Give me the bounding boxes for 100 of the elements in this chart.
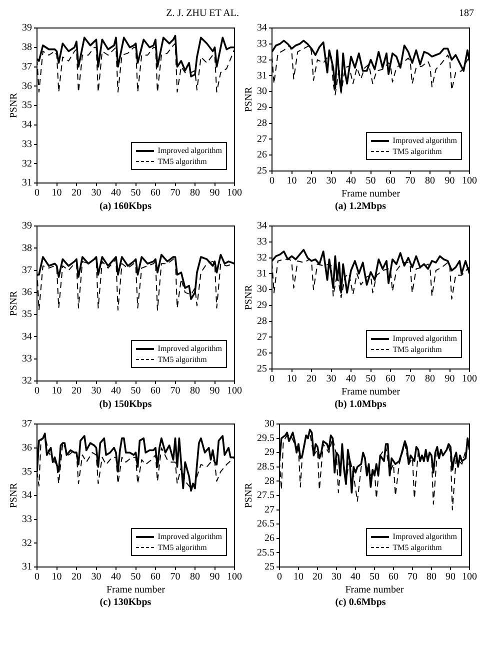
y-tick-label: 34 — [22, 490, 32, 502]
x-tick-label: 40 — [346, 176, 356, 187]
x-tick-label: 80 — [190, 572, 200, 583]
x-tick-label: 90 — [210, 188, 220, 199]
x-tick-label: 60 — [386, 176, 396, 187]
x-tick-label: 30 — [91, 386, 102, 397]
x-tick-label: 40 — [111, 572, 121, 583]
y-tick-label: 38 — [22, 242, 32, 254]
y-axis-title: PSNR — [244, 284, 255, 310]
x-tick-label: 90 — [210, 386, 220, 397]
y-tick-label: 32 — [22, 158, 32, 170]
y-tick-label: 39 — [22, 22, 32, 34]
x-tick-label: 70 — [170, 386, 180, 397]
x-tick-label: 90 — [444, 176, 455, 187]
x-tick-label: 0 — [270, 176, 274, 187]
x-tick-label: 60 — [386, 374, 396, 385]
y-tick-label: 26 — [264, 533, 274, 544]
x-tick-label: 0 — [34, 386, 40, 397]
x-tick-label: 100 — [227, 386, 242, 397]
y-tick-label: 30 — [257, 86, 267, 98]
x-tick-label: 10 — [52, 188, 62, 199]
x-tick-label: 10 — [52, 572, 62, 583]
y-tick-label: 29 — [257, 300, 267, 312]
text: (a) 1.2Mbps — [334, 200, 388, 214]
x-tick-label: 30 — [326, 176, 336, 187]
x-tick-label: 0 — [34, 188, 40, 199]
x-tick-label: 90 — [446, 572, 456, 583]
legend-label: Improved algorithm — [392, 135, 457, 146]
text: 187 — [459, 8, 474, 19]
y-tick-label: 31 — [257, 70, 267, 82]
x-tick-label: 40 — [111, 386, 121, 397]
y-tick-label: 37 — [22, 61, 32, 72]
y-tick-label: 26 — [257, 348, 267, 359]
x-tick-label: 20 — [72, 188, 82, 199]
x-tick-label: 30 — [91, 572, 102, 583]
y-tick-label: 30 — [257, 284, 267, 296]
y-tick-label: 35 — [22, 100, 32, 112]
x-tick-label: 50 — [130, 188, 141, 199]
x-tick-label: 20 — [72, 386, 82, 397]
y-tick-label: 31 — [22, 178, 32, 189]
x-tick-label: 60 — [150, 188, 160, 199]
y-tick-label: 28 — [264, 476, 274, 487]
y-tick-label: 36 — [22, 287, 32, 298]
y-tick-label: 29 — [264, 447, 274, 458]
x-tick-label: 60 — [388, 572, 398, 583]
x-tick-label: 100 — [227, 572, 242, 583]
y-tick-label: 34 — [257, 22, 267, 34]
x-tick-label: 90 — [444, 374, 455, 385]
y-tick-label: 25 — [264, 562, 274, 573]
text: (a) 160Kbps — [98, 200, 152, 214]
y-tick-label: 26.5 — [257, 518, 274, 530]
x-tick-label: 90 — [210, 572, 220, 583]
x-tick-label: 70 — [170, 572, 180, 583]
x-tick-label: 10 — [52, 386, 62, 397]
y-tick-label: 36 — [22, 442, 32, 454]
y-tick-label: 37 — [22, 264, 32, 276]
legend-label: Improved algorithm — [158, 343, 222, 354]
y-tick-label: 37 — [22, 418, 32, 430]
legend-label: TM5 algorithm — [392, 344, 442, 355]
x-tick-label: 30 — [326, 374, 336, 385]
x-tick-label: 40 — [350, 572, 360, 583]
legend-label: TM5 algorithm — [158, 156, 207, 167]
legend-label: TM5 algorithm — [158, 354, 207, 365]
x-axis-title: Frame number — [341, 386, 401, 398]
x-tick-label: 100 — [227, 188, 242, 199]
legend-label: Improved algorithm — [392, 333, 457, 344]
x-tick-label: 70 — [408, 572, 418, 583]
y-tick-label: 27 — [257, 134, 267, 145]
y-tick-label: 28 — [257, 316, 267, 327]
y-tick-label: 32 — [257, 54, 267, 66]
x-tick-label: 20 — [306, 374, 316, 385]
y-tick-label: 26 — [257, 150, 267, 161]
x-tick-label: 50 — [366, 374, 376, 385]
x-tick-label: 100 — [462, 374, 477, 385]
x-tick-label: 100 — [462, 176, 477, 187]
legend-label: TM5 algorithm — [158, 542, 207, 553]
text: (b) 1.0Mbps — [334, 398, 388, 412]
y-axis-title: PSNR — [8, 290, 20, 316]
y-tick-label: 33 — [22, 353, 32, 364]
y-tick-label: 33 — [257, 38, 267, 50]
y-tick-label: 35 — [22, 466, 32, 478]
text: (c) 130Kbps — [98, 596, 152, 610]
x-tick-label: 10 — [286, 176, 297, 187]
y-tick-label: 33 — [22, 514, 32, 525]
y-tick-label: 39 — [22, 220, 32, 232]
y-tick-label: 34 — [22, 120, 32, 130]
y-tick-label: 30 — [264, 418, 274, 430]
y-tick-label: 36 — [22, 80, 32, 92]
legend-label: TM5 algorithm — [392, 542, 442, 553]
y-axis-title: PSNR — [8, 92, 20, 118]
x-tick-label: 100 — [462, 572, 477, 583]
y-tick-label: 38 — [22, 42, 32, 53]
y-tick-label: 31 — [257, 268, 267, 280]
y-axis-title: PSNR — [244, 86, 255, 112]
y-tick-label: 33 — [257, 236, 267, 248]
x-tick-label: 80 — [190, 188, 200, 199]
x-tick-label: 80 — [425, 176, 435, 187]
y-tick-label: 29.5 — [257, 432, 274, 444]
x-tick-label: 0 — [270, 374, 274, 385]
y-tick-label: 27 — [257, 332, 267, 343]
